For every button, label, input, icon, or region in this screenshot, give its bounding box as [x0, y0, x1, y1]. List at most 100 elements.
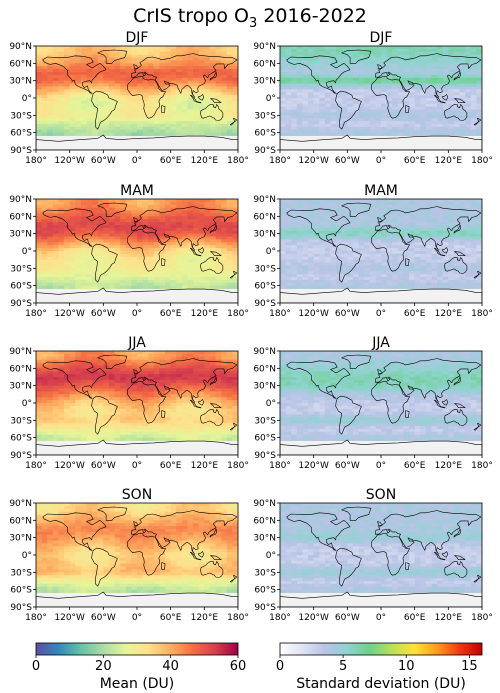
field-cell [47, 245, 54, 249]
field-cell [414, 225, 421, 229]
coastline [453, 71, 461, 81]
field-cell [52, 274, 59, 278]
field-cell [125, 365, 132, 369]
field-cell [330, 259, 337, 263]
field-cell [165, 69, 172, 73]
field-cell [148, 51, 155, 56]
field-cell [291, 274, 298, 278]
coastline [441, 94, 449, 101]
field-cell [280, 95, 287, 99]
field-cell [465, 57, 472, 61]
field-cell [170, 69, 177, 73]
field-cell [92, 126, 99, 131]
field-cell [226, 282, 233, 287]
field-cell [47, 262, 54, 266]
field-cell [375, 51, 382, 56]
field-cell [308, 95, 315, 99]
field-cell [204, 277, 211, 281]
field-cell [193, 204, 200, 209]
field-cell [442, 245, 449, 249]
field-cell [36, 66, 43, 70]
field-cell [86, 109, 93, 113]
field-cell [64, 213, 71, 217]
field-cell [165, 279, 172, 284]
field-cell [165, 86, 172, 90]
field-cell [125, 98, 132, 102]
field-cell [52, 227, 59, 232]
field-cell [352, 251, 359, 255]
field-cell [319, 248, 326, 252]
field-cell [80, 204, 87, 209]
field-cell [420, 227, 427, 232]
field-cell [392, 46, 399, 50]
field-cell [280, 74, 287, 79]
field-cell [425, 72, 432, 76]
field-cell [336, 268, 343, 272]
field-cell [431, 222, 438, 226]
field-cell [198, 83, 205, 87]
field-cell [36, 268, 43, 272]
field-cell [431, 230, 438, 235]
field-cell [291, 89, 298, 93]
field-cell [165, 245, 172, 249]
field-cell [125, 359, 132, 363]
field-cell [448, 265, 455, 269]
field-cell [125, 121, 132, 125]
field-cell [75, 121, 82, 125]
field-cell [69, 103, 76, 108]
field-cell [159, 72, 166, 76]
field-cell [347, 225, 354, 229]
field-cell [232, 204, 238, 209]
y-tick-label: 60°S [254, 282, 276, 292]
coastline [197, 94, 205, 101]
field-cell [69, 112, 76, 116]
field-cell [369, 282, 376, 287]
field-cell [148, 265, 155, 269]
field-cell [336, 239, 343, 243]
field-cell [142, 253, 149, 258]
x-tick-label: 120°E [191, 156, 219, 166]
x-tick-label: 180° [25, 156, 47, 166]
field-cell [92, 265, 99, 269]
field-cell [125, 86, 132, 90]
field-cell [86, 77, 93, 82]
y-tick-label: 90°N [253, 42, 276, 52]
field-cell [291, 132, 298, 136]
field-cell [165, 277, 172, 281]
field-cell [403, 274, 410, 278]
field-cell [459, 216, 466, 220]
field-cell [142, 48, 149, 53]
y-tick-label: 0° [22, 94, 32, 104]
field-cell [369, 112, 376, 116]
field-cell [470, 219, 477, 223]
field-cell [148, 282, 155, 287]
field-cell [170, 106, 177, 110]
field-cell [291, 259, 298, 263]
field-cell [108, 201, 115, 206]
field-cell [319, 77, 326, 82]
field-cell [397, 271, 404, 275]
field-cell [330, 51, 337, 56]
field-cell [448, 248, 455, 252]
field-cell [41, 54, 48, 58]
field-cell [120, 74, 127, 79]
field-cell [459, 86, 466, 90]
field-cell [364, 72, 371, 76]
field-cell [69, 236, 76, 240]
field-cell [221, 285, 228, 289]
field-cell [58, 124, 65, 128]
field-cell [414, 282, 421, 287]
field-cell [347, 277, 354, 281]
field-cell [148, 274, 155, 278]
field-cell [414, 251, 421, 255]
field-cell [198, 274, 205, 278]
field-cell [442, 54, 449, 58]
field-cell [409, 106, 416, 110]
field-cell [232, 72, 238, 76]
field-cell [437, 204, 444, 209]
field-cell [453, 48, 460, 53]
field-cell [148, 216, 155, 220]
field-cell [114, 368, 121, 372]
field-cell [114, 274, 121, 278]
field-cell [209, 210, 216, 214]
